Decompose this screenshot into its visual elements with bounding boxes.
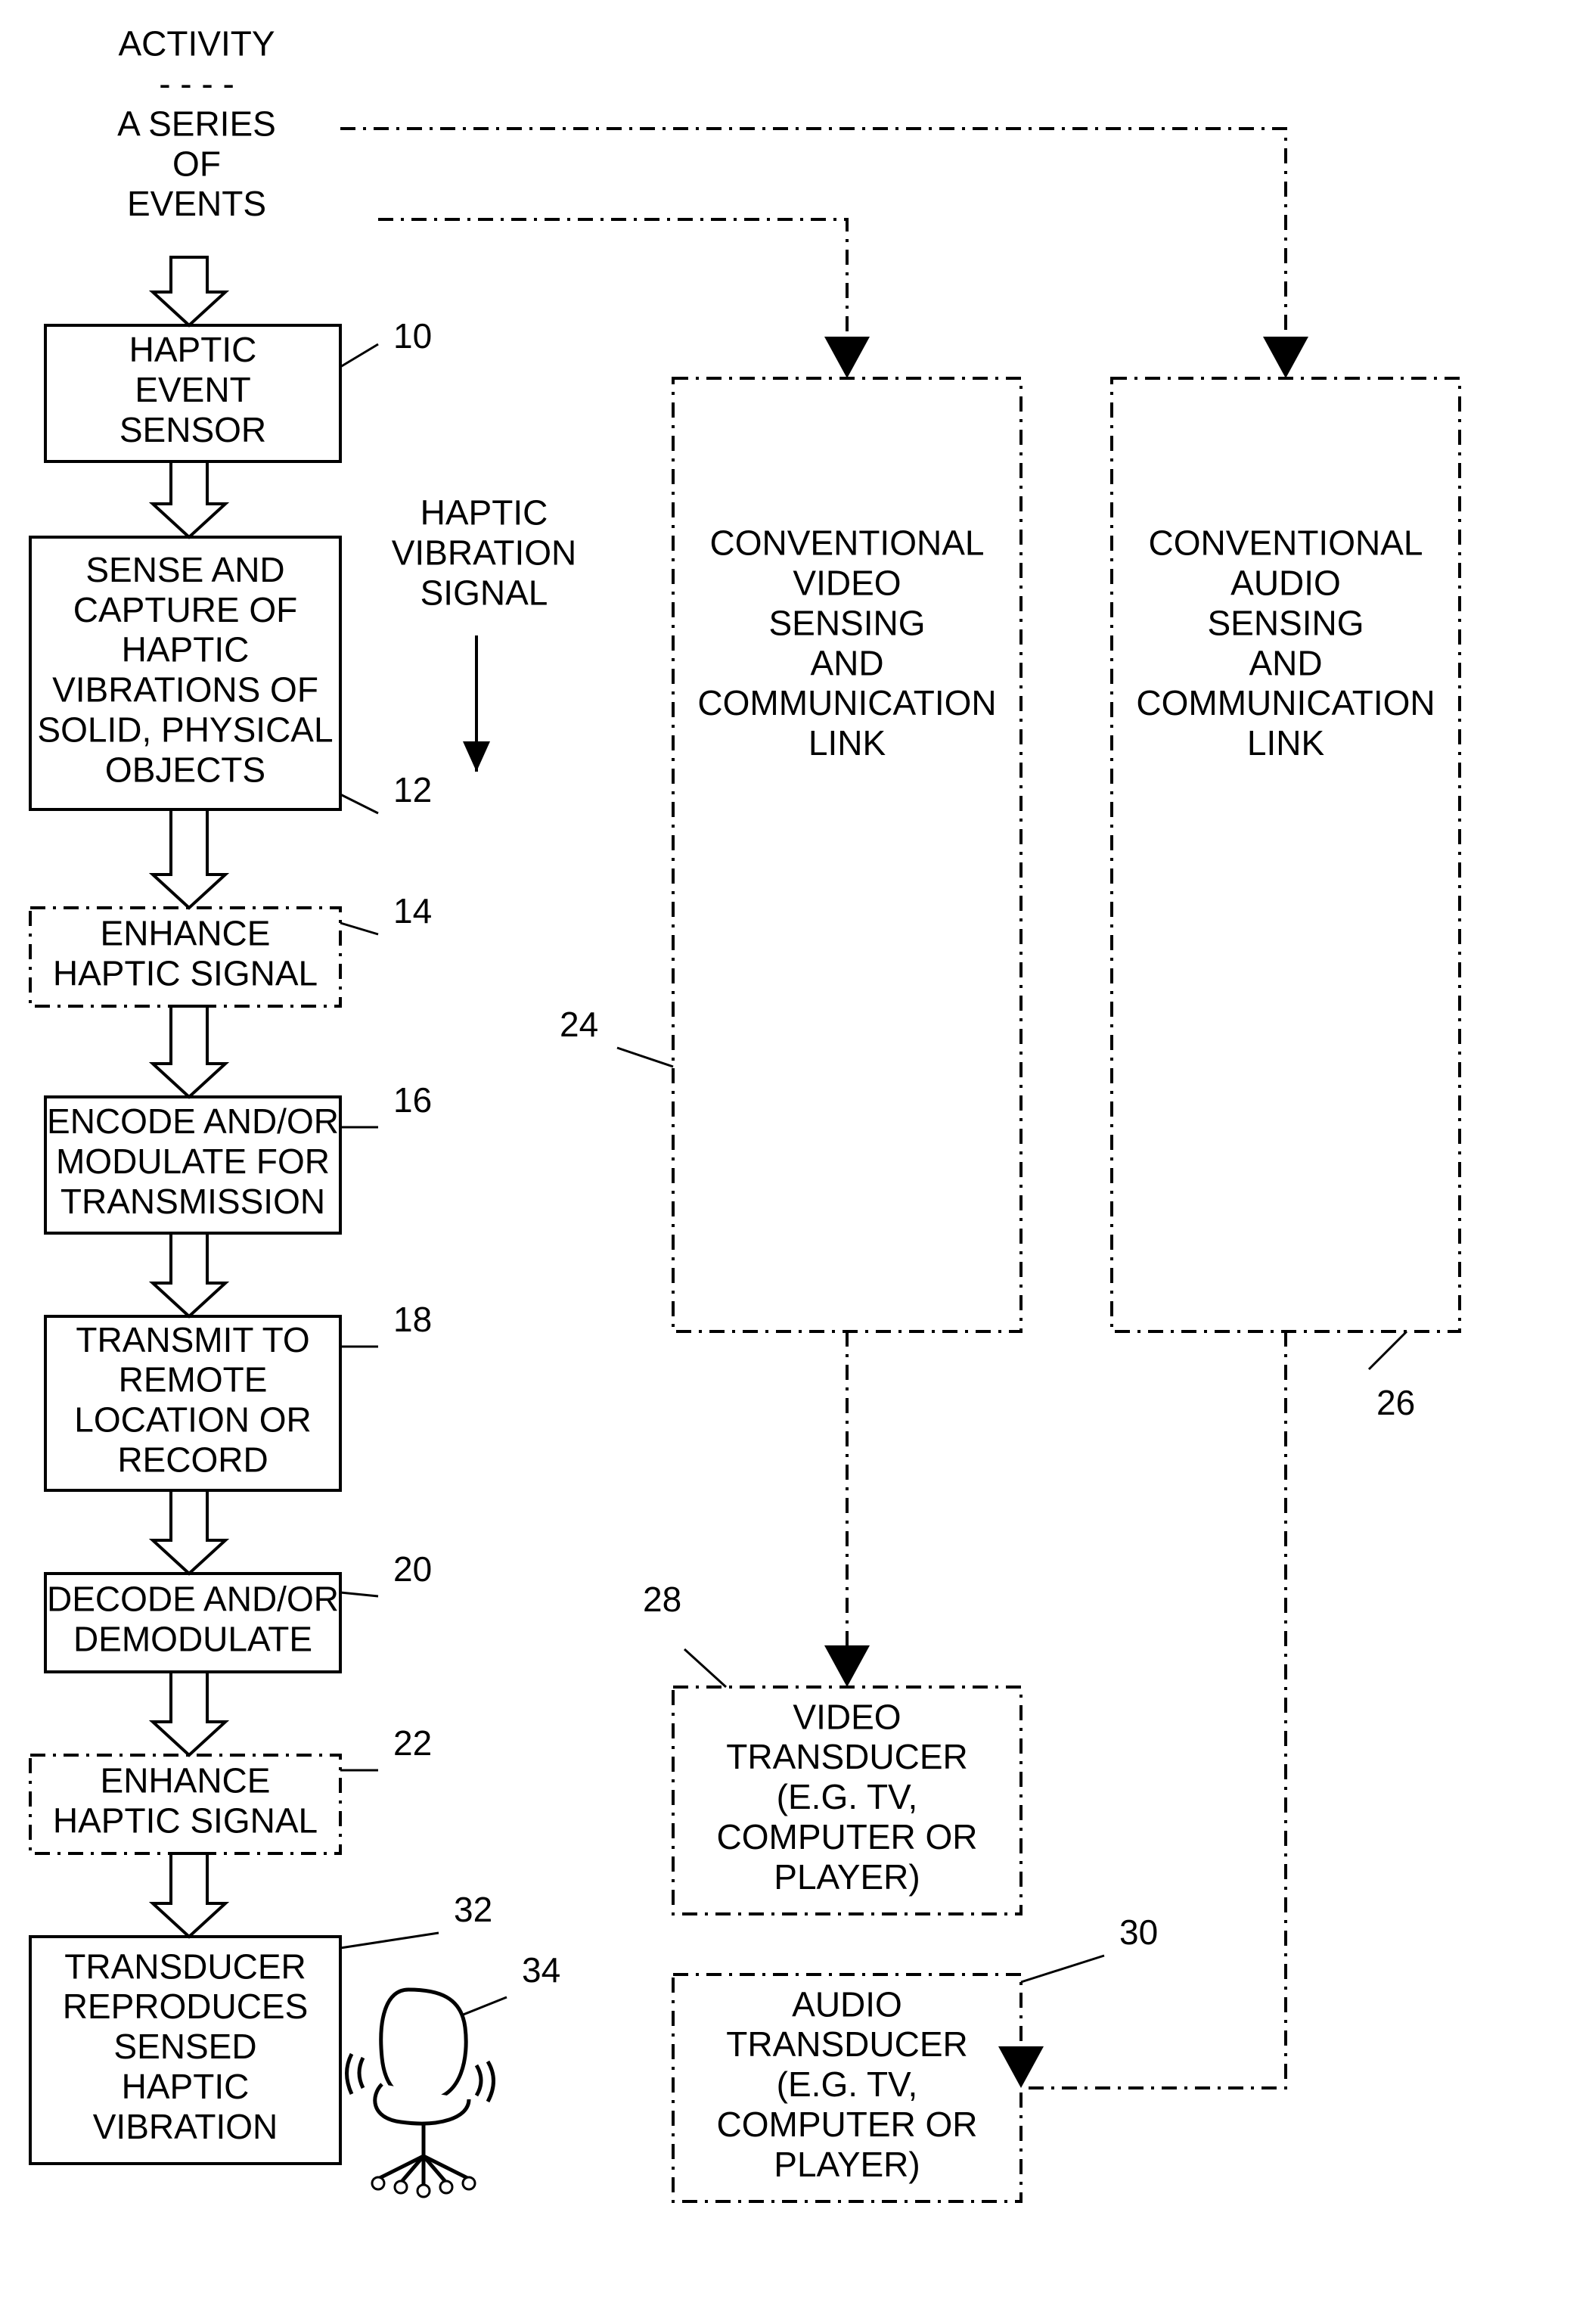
block-arrow [153,809,225,908]
reference-number: 20 [393,1549,432,1589]
reference-number: 32 [454,1890,492,1929]
label-text: CAPTURE OF [73,590,297,629]
label-text: TRANSDUCER [726,2024,967,2064]
reference-number: 14 [393,891,432,931]
label-text: VIBRATION [392,533,577,572]
label-text: AND [1249,643,1322,682]
reference-number: 26 [1376,1383,1415,1422]
flow-box [1112,378,1460,1331]
reference-number: 24 [560,1005,598,1044]
label-text: HAPTIC [129,330,257,369]
label-text: RECORD [117,1440,268,1479]
label-text: VIDEO [793,563,901,602]
label-text: CONVENTIONAL [710,524,985,563]
block-arrow [153,1006,225,1097]
reference-number: 30 [1119,1912,1158,1952]
label-text: LOCATION OR [74,1400,312,1440]
block-arrow [153,1853,225,1937]
block-arrow [153,1233,225,1316]
label-text: OF [172,144,221,183]
label-text: VIDEO [793,1697,901,1736]
label-text: COMMUNICATION [697,683,996,722]
reference-number: 22 [393,1723,432,1763]
reference-number: 28 [643,1580,681,1619]
flow-box [673,378,1021,1331]
label-text: AUDIO [792,1984,902,2024]
label-text: EVENTS [127,184,266,223]
label-text: SIGNAL [420,573,548,612]
label-text: MODULATE FOR [56,1142,330,1181]
label-text: REMOTE [119,1360,268,1400]
leader-line [617,1048,673,1067]
arrow-head [998,2046,1044,2088]
label-text: ENHANCE [101,1761,271,1800]
reference-number: 10 [393,316,432,356]
label-text: SOLID, PHYSICAL [37,710,333,749]
dashed-connector [1021,1331,1286,2088]
label-text: OBJECTS [105,750,265,789]
label-text: (E.G. TV, [777,2065,918,2104]
reference-number: 12 [393,770,432,809]
label-text: HAPTIC SIGNAL [53,954,318,993]
arrow-head [824,337,870,378]
label-text: SENSING [1207,603,1364,642]
label-text: SENSED [113,2027,256,2066]
label-text: COMPUTER OR [717,2105,978,2144]
leader-line [1369,1331,1407,1369]
label-text: ENHANCE [101,914,271,953]
label-text: (E.G. TV, [777,1777,918,1816]
label-text: SENSING [768,603,925,642]
label-text: VIBRATION [93,2107,278,2146]
leader-line [340,1933,439,1948]
label-text: PLAYER) [774,1857,920,1897]
label-text: ENCODE AND/OR [47,1101,339,1141]
label-text: VIBRATIONS OF [52,670,318,710]
label-text: AND [810,643,883,682]
label-text: HAPTIC [122,630,250,670]
label-text: TRANSMIT TO [76,1320,309,1359]
label-text: COMPUTER OR [717,1817,978,1856]
leader-line [340,344,378,367]
leader-line [684,1649,726,1687]
label-text: HAPTIC [122,2067,250,2106]
arrow-head [824,1645,870,1687]
label-text: - - - - [159,64,234,103]
block-arrow [153,257,225,325]
leader-line [340,794,378,813]
label-text: HAPTIC SIGNAL [53,1801,318,1841]
reference-number: 34 [522,1950,560,1990]
label-text: A SERIES [117,104,276,143]
label-text: LINK [1247,723,1325,763]
label-text: EVENT [135,370,250,409]
label-text: AUDIO [1230,563,1341,602]
label-text: SENSE AND [85,550,284,589]
label-text: HAPTIC [420,493,548,533]
label-text: DECODE AND/OR [47,1580,339,1619]
reference-number: 18 [393,1300,432,1339]
leader-line [1021,1956,1104,1982]
label-text: CONVENTIONAL [1149,524,1423,563]
dashed-connector [378,219,847,378]
block-arrow [153,1672,225,1755]
flowchart-svg: ACTIVITY- - - -A SERIESOFEVENTSHAPTICEVE… [0,0,1592,2320]
reference-number: 16 [393,1080,432,1120]
label-text: DEMODULATE [73,1620,312,1659]
label-text: TRANSDUCER [726,1737,967,1776]
arrow-head [1263,337,1308,378]
block-arrow [153,1490,225,1574]
label-text: SENSOR [119,410,266,449]
label-text: TRANSDUCER [64,1947,306,1986]
label-text: TRANSMISSION [61,1182,325,1221]
chair-icon [347,1990,494,2197]
label-text: ACTIVITY [118,24,275,64]
label-text: REPRODUCES [63,1987,309,2026]
block-arrow [153,461,225,537]
label-text: PLAYER) [774,2145,920,2184]
dashed-connector [340,129,1286,378]
arrow-head [463,741,490,772]
leader-line [340,1592,378,1596]
label-text: LINK [808,723,886,763]
label-text: COMMUNICATION [1136,683,1435,722]
leader-line [340,923,378,934]
